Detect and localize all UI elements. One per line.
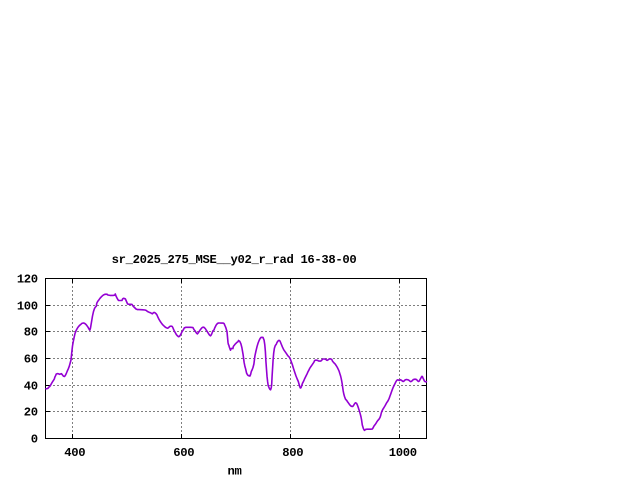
svg-text:sr_2025_275_MSE__y02_r_rad 16-: sr_2025_275_MSE__y02_r_rad 16-38-00 <box>112 253 357 267</box>
svg-text:100: 100 <box>17 300 38 314</box>
svg-text:1000: 1000 <box>389 446 417 460</box>
svg-text:120: 120 <box>17 273 38 287</box>
svg-text:40: 40 <box>24 380 38 394</box>
svg-text:600: 600 <box>173 446 194 460</box>
svg-text:60: 60 <box>24 353 38 367</box>
svg-text:800: 800 <box>282 446 303 460</box>
svg-text:20: 20 <box>24 406 38 420</box>
svg-text:nm: nm <box>228 465 242 479</box>
svg-text:0: 0 <box>31 433 38 447</box>
svg-text:400: 400 <box>64 446 85 460</box>
svg-text:80: 80 <box>24 326 38 340</box>
